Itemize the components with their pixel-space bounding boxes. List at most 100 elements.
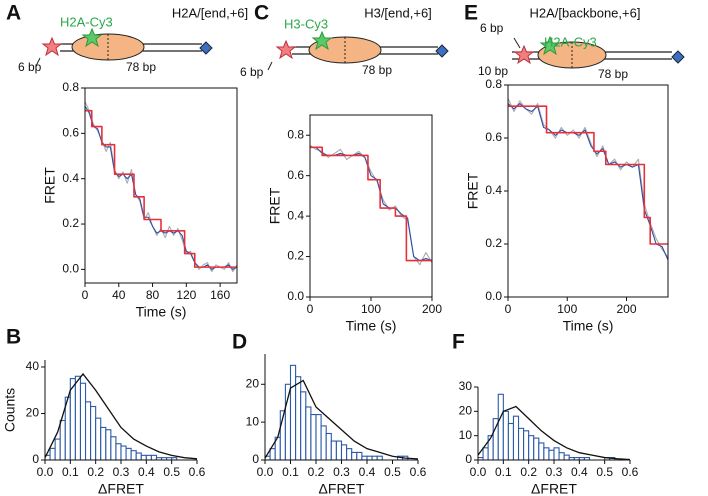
bar [295,376,302,460]
y-tick-label: 0.0 [62,262,79,276]
y-tick-label: 20 [459,404,473,418]
bar [563,454,570,460]
trace [85,109,237,268]
chart: 0.0 0.1 0.2 0.3 0.4 0.5 0.6 0 10 20 30 ΔFRET [459,379,639,496]
diagram-title: H3/[end,+6] [364,5,432,20]
x-tick-label: 40 [112,288,126,302]
pointer [513,37,521,49]
fit-curve [478,405,630,460]
bar [533,437,540,460]
bar [371,455,378,460]
x-tick-label: 120 [176,288,196,302]
bar [583,457,591,460]
bar [553,447,560,460]
x-tick-label: 0 [307,302,314,316]
bp-label: 6 bp [480,21,504,35]
bar [346,448,353,460]
panel-letter: E [464,2,478,25]
x-tick-label: 0.5 [163,465,180,479]
chart: 0 100 200 0.0 0.2 0.4 0.6 0.8 Time (s) FRET [465,77,669,334]
y-tick-label: 0.6 [485,130,502,144]
bar [548,449,555,460]
x-tick-label: 0.5 [596,465,613,479]
y-axis-label: Counts [2,388,18,432]
x-tick-label: 160 [210,288,230,302]
y-tick-label: 0.2 [485,236,502,250]
bar [305,406,312,460]
x-tick-label: 0.3 [113,465,130,479]
bp-label: 10 bp [478,64,508,78]
bar [150,454,158,460]
y-tick-label: 0.8 [287,127,304,141]
end-marker [199,41,213,55]
bar [497,393,504,460]
x-tick-label: 0.3 [333,465,350,479]
bar [523,430,530,460]
panel-letter: F [452,331,465,354]
bar [120,445,127,460]
bar [340,444,348,460]
x-tick-label: 0.2 [520,465,537,479]
bar [49,447,56,460]
y-tick-label: 0.8 [62,80,79,94]
y-tick-label: 0 [465,452,472,466]
y-tick-label: 0.4 [62,171,79,185]
bar [376,455,383,460]
x-tick-label: 0 [505,302,512,316]
bar [115,443,122,460]
x-tick-label: 200 [422,302,442,316]
y-tick-label: 0.2 [287,249,304,263]
y-tick-label: 0.6 [62,126,79,140]
dye-label: H2A-Cy3 [544,34,597,49]
dye-label: H2A-Cy3 [60,14,113,29]
y-tick-label: 0.6 [287,168,304,182]
bar [300,391,307,460]
bar [543,447,550,460]
y-tick-label: 0.0 [287,289,304,303]
pointer [267,61,273,71]
bp-label: 6 bp [18,60,42,74]
x-tick-label: 0.1 [282,465,299,479]
y-tick-label: 0 [32,452,39,466]
panel-letter: C [254,2,269,25]
bar [325,432,332,460]
trace [85,105,237,270]
plot-frame [309,114,433,298]
y-axis-label: FRET [267,187,283,224]
y-tick-label: 10 [246,414,260,428]
x-tick-label: 0.4 [359,465,376,479]
chart: 0.0 0.1 0.2 0.3 0.4 0.5 0.6 0 20 40 ΔFRET Counts [2,359,206,496]
diagram: H2A-Cy3 H2A/[end,+6] 6 bp 78 bp [18,5,248,74]
bp-label: 6 bp [240,65,264,79]
acceptor-star [275,39,297,60]
dye-label: H3-Cy3 [284,16,328,31]
diagram: 6 bp H2A-Cy3 H2A/[backbone,+6] 10 bp 78 … [478,5,685,81]
y-tick-label: 20 [246,376,260,390]
y-tick-label: 30 [459,379,473,393]
donor-star [81,27,103,48]
trace [508,105,668,245]
chart: 0 40 80 120 160 0.0 0.2 0.4 0.6 0.8 Time (s) FRET [42,80,238,320]
chart: 0 100 200 0.0 0.2 0.4 0.6 0.8 Time (s) FRET [267,114,442,334]
bar [361,455,368,460]
y-axis-label: FRET [42,167,58,204]
y-tick-label: 0.8 [485,77,502,91]
y-tick-label: 0.4 [485,183,502,197]
x-axis-label: Time (s) [136,304,187,320]
bar [512,415,520,460]
acceptor-star [41,36,63,57]
bar [59,419,66,460]
bar [74,375,82,460]
bar [330,440,337,460]
x-tick-label: 0.6 [189,465,206,479]
x-tick-label: 0.2 [87,465,104,479]
x-tick-label: 0.1 [495,465,512,479]
bar [351,451,358,460]
trace [310,146,432,262]
bar [315,414,322,460]
bar [69,378,76,460]
bar [487,435,494,460]
plot-area [265,364,418,460]
donor-star [311,30,333,51]
